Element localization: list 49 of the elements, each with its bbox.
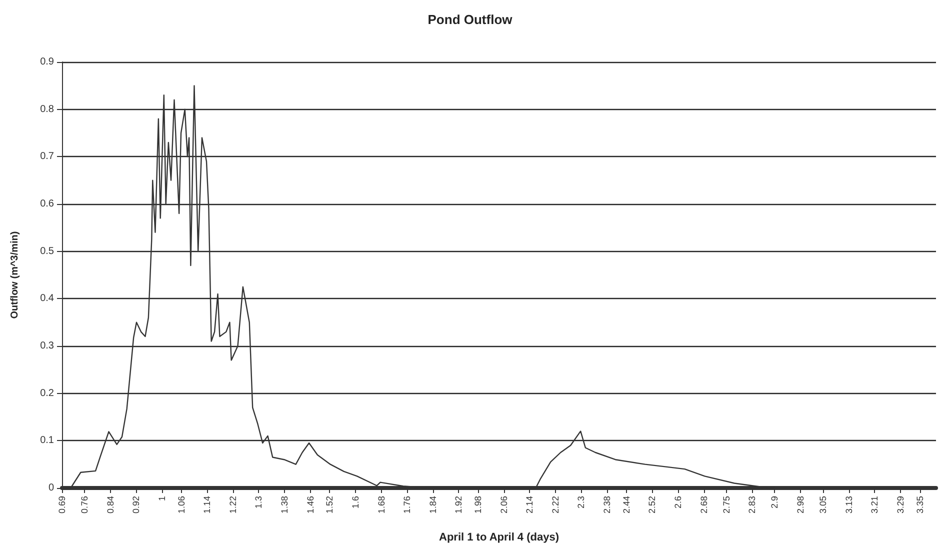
x-tick-label: 2.38	[602, 496, 612, 514]
x-tick-label: 2.98	[796, 496, 806, 514]
y-tick-label: 0.8	[40, 104, 54, 115]
x-tick-label: 1.98	[473, 496, 484, 514]
x-tick-label: 0.69	[57, 496, 67, 514]
x-tick-label: 1.68	[376, 496, 386, 514]
x-tick-label: 1.06	[176, 496, 186, 514]
x-tick-label: 1.38	[280, 496, 290, 514]
x-tick-label: 3.13	[844, 496, 854, 514]
x-tick-label: 2.06	[498, 496, 509, 514]
y-tick-label: 0.1	[40, 435, 54, 446]
y-tick-label: 0.5	[40, 246, 54, 257]
x-tick-label: 2.52	[647, 496, 658, 514]
x-tick-label: 2.75	[721, 496, 732, 514]
x-tick-label: 1	[156, 496, 167, 502]
y-tick-label: 0.6	[40, 198, 54, 210]
x-tick-label: 1.76	[402, 496, 412, 514]
x-tick-label: 3.29	[896, 496, 906, 514]
x-tick-label: 3.21	[870, 496, 880, 514]
x-tick-label: 0.84	[105, 496, 116, 514]
x-tick-label: 1.46	[305, 496, 316, 514]
x-tick-label: 2.3	[576, 496, 586, 509]
x-tick-label: 1.22	[228, 496, 238, 514]
x-tick-label: 2.22	[550, 496, 560, 514]
y-tick-label: 0.4	[40, 293, 54, 304]
x-tick-label: 1.3	[254, 496, 264, 509]
x-tick-label: 1.14	[202, 496, 212, 514]
x-tick-label: 2.44	[621, 496, 632, 514]
x-tick-label: 2.14	[524, 496, 535, 514]
x-tick-label: 1.84	[428, 496, 438, 514]
y-tick-label: 0.3	[40, 340, 54, 352]
x-tick-label: 1.6	[350, 496, 360, 509]
y-tick-label: 0.7	[40, 151, 54, 162]
y-axis-title: Outflow (m^3/min)	[10, 231, 20, 319]
x-tick-label: 2.83	[747, 496, 758, 514]
chart-title: Pond Outflow	[428, 12, 514, 27]
x-tick-label: 3.35	[914, 496, 925, 514]
y-tick-label: 0.9	[40, 56, 54, 68]
x-tick-label: 1.52	[324, 496, 335, 514]
x-tick-label: 1.92	[454, 496, 464, 514]
y-tick-label: 0	[48, 482, 54, 494]
x-axis-title: April 1 to April 4 (days)	[438, 532, 560, 544]
x-tick-label: 2.9	[770, 496, 780, 509]
y-tick-label: 0.2	[40, 388, 54, 399]
x-tick-label: 3.05	[818, 496, 828, 514]
x-tick-label: 0.92	[131, 496, 142, 514]
x-tick-label: 0.76	[80, 496, 90, 514]
x-tick-label: 2.68	[698, 496, 709, 514]
x-tick-label: 2.6	[672, 496, 683, 509]
